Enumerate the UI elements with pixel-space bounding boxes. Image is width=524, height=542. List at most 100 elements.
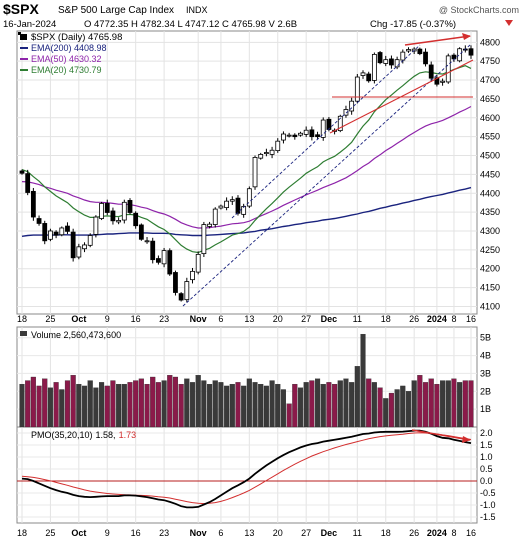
volume-bar [99, 382, 105, 428]
volume-bar [150, 376, 156, 428]
change-value: Chg -17.85 (-0.37%) [370, 19, 456, 30]
candle [65, 225, 70, 232]
ema50-line [21, 105, 472, 229]
candle [173, 272, 178, 293]
candle [53, 231, 59, 236]
volume-tick-label: 3B [480, 368, 491, 378]
candle [406, 49, 411, 52]
volume-bar [224, 385, 230, 428]
x-tick-label: 16 [466, 528, 476, 538]
volume-bar [320, 383, 326, 428]
volume-bar [434, 383, 440, 428]
candle [292, 134, 298, 138]
volume-bar [297, 387, 304, 428]
volume-bar [451, 378, 457, 428]
volume-bar [144, 383, 150, 428]
volume-bar [138, 378, 144, 428]
ohlc-values: O 4772.35 H 4782.34 L 4747.12 C 4765.98 … [84, 19, 297, 30]
candle [400, 51, 406, 61]
x-tick-label: 9 [105, 314, 110, 324]
candle [298, 132, 303, 136]
volume-bar [354, 366, 360, 428]
x-tick-label: 26 [409, 528, 419, 538]
volume-bar [309, 380, 315, 428]
volume-bar [127, 382, 133, 428]
pmo-line [21, 429, 472, 509]
candle [337, 115, 343, 132]
candle [133, 212, 139, 227]
volume-bar [241, 385, 247, 428]
pmo-label-signal: 1.73 [119, 430, 137, 440]
volume-bar [172, 376, 179, 428]
pmo-tick-label: -0.5 [480, 488, 496, 498]
candle [457, 48, 463, 62]
candle [59, 227, 65, 236]
candle [190, 270, 195, 281]
candle [281, 133, 286, 141]
pmo-label-prefix: PMO(35,20,10) [31, 430, 93, 440]
volume-bar [116, 383, 122, 428]
volume-legend: Volume 2,560,473,600 [20, 330, 121, 340]
volume-bar [258, 383, 264, 428]
candle [178, 293, 184, 301]
volume-bar [377, 387, 383, 428]
price-tick-label: 4450 [480, 169, 500, 179]
candle [389, 58, 394, 66]
candle [161, 250, 167, 265]
candle [360, 72, 366, 76]
red-trend-line [329, 59, 474, 134]
candle [309, 129, 315, 138]
volume-tick-label: 1B [480, 404, 491, 414]
candle [116, 220, 122, 223]
x-tick-label: 13 [244, 528, 254, 538]
volume-bar [252, 382, 258, 428]
volume-bar [207, 383, 213, 428]
pmo-legend: PMO(35,20,10) 1.58, 1.73 [31, 430, 136, 440]
chart-date: 16-Jan-2024 [3, 19, 56, 30]
candle [241, 206, 247, 215]
price-tick-label: 4800 [480, 37, 500, 47]
x-tick-label: 9 [105, 528, 110, 538]
price-tick-label: 4650 [480, 94, 500, 104]
candle [423, 51, 428, 65]
candle [315, 134, 320, 138]
pmo-label: PMO(35,20,10) 1.58, 1.73 [31, 430, 136, 440]
volume-bar [155, 382, 161, 428]
pmo-tick-label: -1.0 [480, 500, 496, 510]
candle [286, 134, 292, 137]
x-tick-label: 18 [17, 314, 27, 324]
volume-bar [349, 382, 355, 428]
x-tick-label: Nov [190, 528, 207, 538]
x-tick-label: 18 [17, 528, 27, 538]
candle [99, 203, 104, 219]
volume-bar [468, 380, 474, 428]
price-tick-label: 4400 [480, 188, 500, 198]
candle [138, 224, 144, 240]
candle [258, 153, 264, 159]
candle [19, 170, 25, 174]
x-tick-label: 26 [409, 314, 419, 324]
price-tick-label: 4700 [480, 75, 500, 85]
volume-tick-label: 2B [480, 386, 491, 396]
chart-symbol: $SPX [3, 1, 39, 17]
volume-bar [201, 380, 207, 428]
pmo-tick-label: 1.0 [480, 452, 493, 462]
volume-bar [440, 380, 446, 428]
volume-bar [383, 398, 389, 428]
pmo-signal-line [21, 432, 472, 505]
price-tick-label: 4350 [480, 207, 500, 217]
x-tick-label: Dec [321, 314, 338, 324]
legend-ema50: EMA(50) 4630.32 [31, 54, 102, 64]
volume-bar [411, 380, 417, 428]
arrow-head-icon [462, 436, 471, 443]
candle [30, 190, 36, 218]
volume-bar [457, 382, 463, 428]
price-panel [16, 30, 478, 315]
volume-bar [121, 383, 127, 428]
volume-bar [326, 382, 332, 428]
candle [87, 235, 93, 246]
volume-bar [428, 378, 434, 428]
volume-bar [195, 375, 201, 428]
volume-bar [417, 375, 423, 428]
candle [36, 218, 42, 224]
